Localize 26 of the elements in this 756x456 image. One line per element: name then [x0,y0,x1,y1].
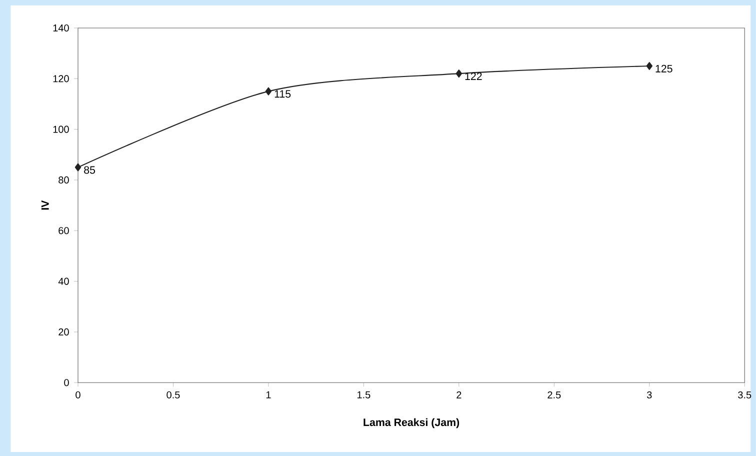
x-axis-title: Lama Reaksi (Jam) [364,418,460,428]
x-tick-label: 3.5 [738,391,752,398]
y-tick-label: 20 [58,328,69,336]
y-tick-label: 0 [64,379,69,386]
point [456,70,462,78]
x-tick-label: 1.5 [357,391,370,398]
y-tick-label: 40 [58,278,69,285]
x-tick-label: 1 [266,391,271,398]
x-tick-label: 0.5 [166,391,180,398]
point [646,62,653,70]
point [74,163,82,172]
x-tick-label: 0 [76,391,80,398]
y-tick-label: 100 [53,126,69,133]
x-tick-label: 3 [646,391,652,398]
data-label: 122 [465,72,482,80]
data-label: 115 [274,90,291,98]
x-tick-label: 2 [456,391,462,398]
data-label: 85 [84,166,96,174]
x-tick-label: 2.5 [548,391,561,398]
point [265,87,272,96]
y-tick-label: 140 [53,24,69,32]
y-axis-title: IV [41,200,49,210]
y-tick-label: 80 [58,176,69,184]
y-tick-label: 60 [58,227,69,234]
data-label: 125 [656,64,672,72]
y-tick-label: 120 [53,75,69,82]
